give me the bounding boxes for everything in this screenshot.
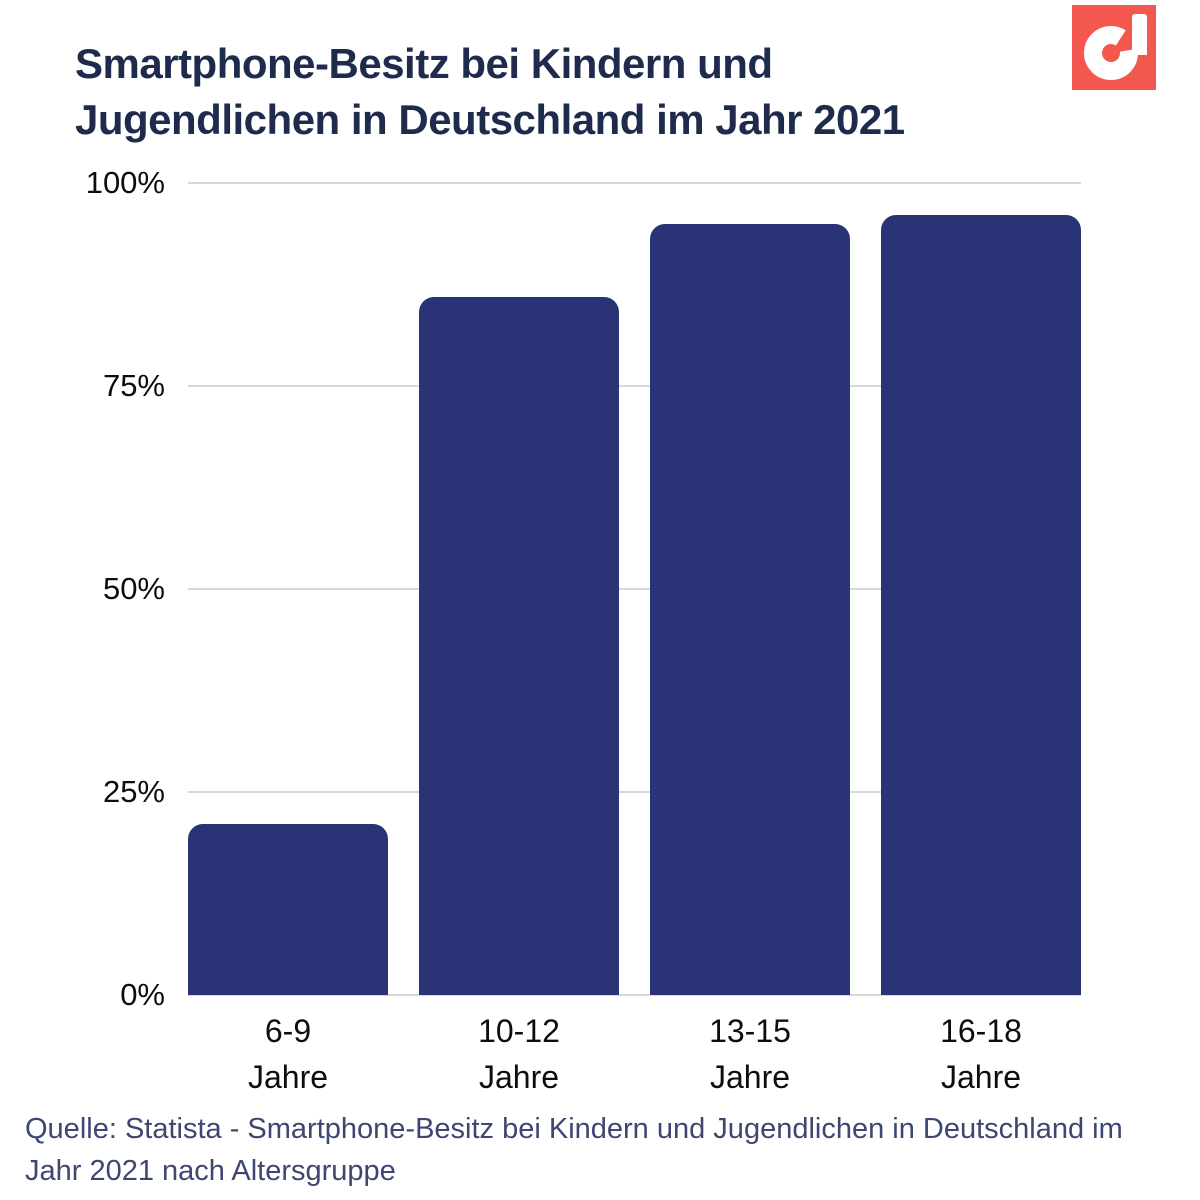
x-axis-tick-label-line: Jahre: [478, 1059, 560, 1095]
y-axis-tick-label-100: 100%: [85, 165, 165, 200]
brand-logo: [1072, 5, 1156, 90]
x-axis-tick-label-10-12-jahre: 10-12 Jahre: [379, 1008, 659, 1100]
x-axis-tick-label-line: Jahre: [709, 1059, 791, 1095]
y-axis-tick-label-25: 25%: [102, 774, 165, 809]
d-logo-icon: [1072, 5, 1156, 90]
y-axis-tick-label-75: 75%: [102, 368, 165, 403]
x-axis-tick-label-line: 10-12: [478, 1013, 560, 1049]
y-axis-tick-label-50: 50%: [102, 571, 165, 606]
x-axis-tick-label-line: Jahre: [247, 1059, 329, 1095]
gridline-0: [188, 994, 1081, 996]
x-axis-tick-label-16-18-jahre: 16-18 Jahre: [841, 1008, 1121, 1100]
x-axis-tick-label-6-9-jahre: 6-9 Jahre: [148, 1008, 428, 1100]
source-caption-line2: Jahr 2021 nach Altersgruppe: [25, 1155, 396, 1187]
bar-10-12-jahre: [419, 296, 619, 995]
source-caption: Quelle: Statista - Smartphone-Besitz bei…: [25, 1108, 1185, 1192]
x-axis-tick-label-line: 6-9: [264, 1013, 312, 1049]
gridline-50: [188, 588, 1081, 590]
x-axis-tick-label-line: 16-18: [940, 1013, 1022, 1049]
bar-16-18-jahre: [881, 215, 1081, 995]
chart-title-line2: Jugendlichen in Deutschland im Jahr 2021: [75, 96, 905, 143]
x-axis-tick-label-line: 13-15: [709, 1013, 791, 1049]
chart-title: Smartphone-Besitz bei Kindern und Jugend…: [75, 36, 1035, 148]
bar-6-9-jahre: [188, 824, 388, 995]
y-axis-tick-label-0: 0%: [120, 977, 165, 1012]
gridline-100: [188, 182, 1081, 184]
chart-title-line1: Smartphone-Besitz bei Kindern und: [75, 40, 773, 87]
x-axis-tick-label-13-15-jahre: 13-15 Jahre: [610, 1008, 890, 1100]
gridline-75: [188, 385, 1081, 387]
gridline-25: [188, 791, 1081, 793]
source-caption-line1: Quelle: Statista - Smartphone-Besitz bei…: [25, 1113, 1123, 1145]
x-axis-tick-label-line: Jahre: [940, 1059, 1022, 1095]
bar-13-15-jahre: [650, 223, 850, 995]
